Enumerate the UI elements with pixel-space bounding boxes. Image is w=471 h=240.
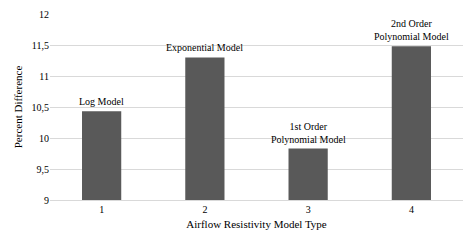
svg-text:Log Model: Log Model [79, 96, 124, 107]
svg-text:10: 10 [39, 133, 49, 144]
svg-text:3: 3 [306, 204, 311, 215]
svg-text:1st OrderPolynomial Model: 1st OrderPolynomial Model [271, 121, 346, 145]
svg-text:4: 4 [409, 204, 414, 215]
svg-text:Percent Difference: Percent Difference [12, 66, 24, 149]
svg-text:11: 11 [39, 71, 49, 82]
svg-text:Airflow Resistivity Model Type: Airflow Resistivity Model Type [186, 218, 327, 230]
svg-text:11,5: 11,5 [32, 40, 49, 51]
svg-text:2nd OrderPolynomial Model: 2nd OrderPolynomial Model [374, 18, 449, 42]
svg-text:12: 12 [39, 9, 49, 20]
svg-text:Exponential Model: Exponential Model [166, 42, 243, 53]
svg-text:9,5: 9,5 [37, 164, 50, 175]
svg-text:10,5: 10,5 [32, 102, 50, 113]
svg-text:9: 9 [44, 195, 49, 206]
svg-text:1: 1 [99, 204, 104, 215]
svg-text:2: 2 [202, 204, 207, 215]
